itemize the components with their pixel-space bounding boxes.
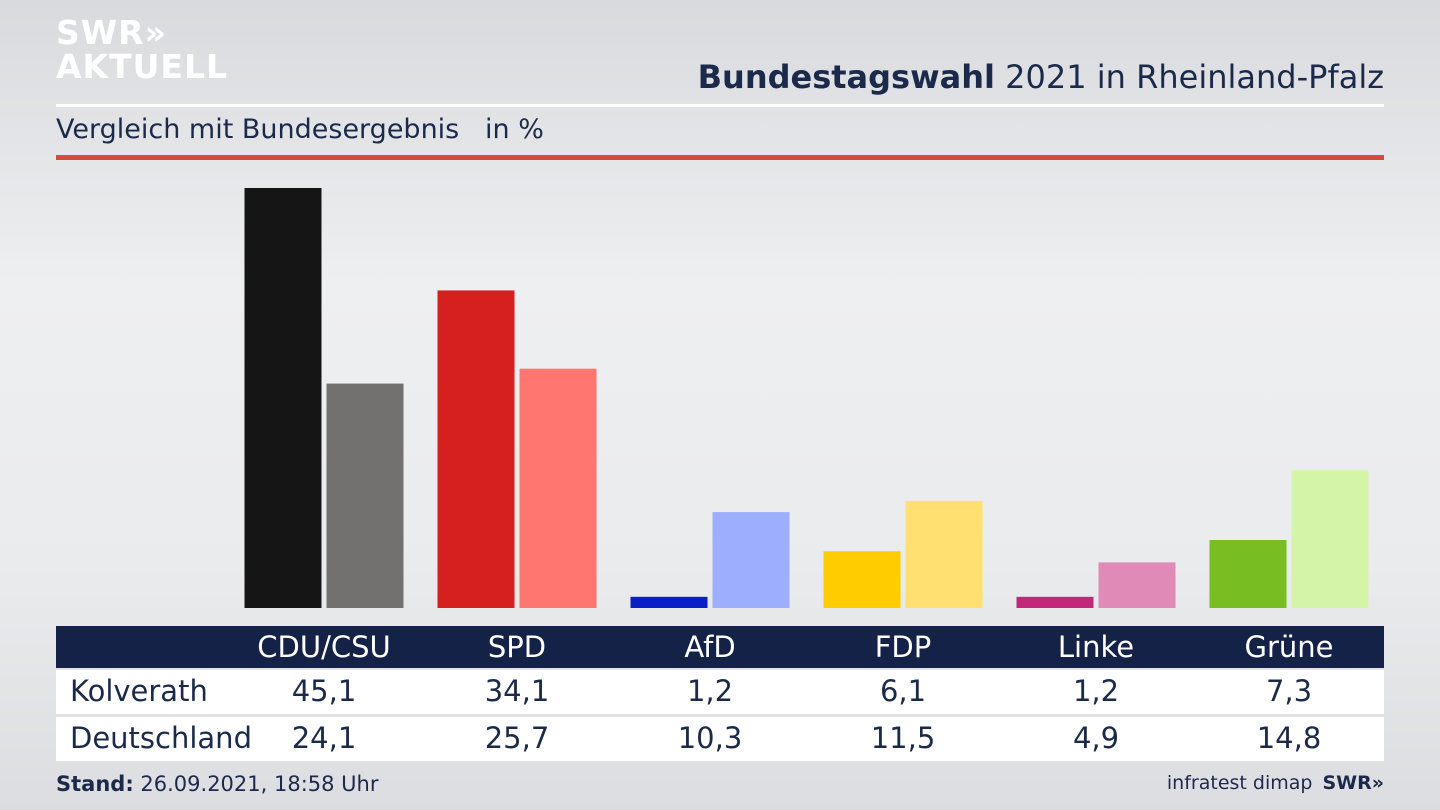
data-label: 1,2 [686,674,734,708]
data-label: 1,2 [1072,674,1120,708]
bar-cdu-csu-deutschland [326,383,404,608]
swr-footer-logo: SWR» [1322,772,1384,794]
data-label: 7,3 [1265,674,1313,708]
bar-grüne-kolverath [1209,540,1287,608]
bar-fdp-kolverath [823,551,901,608]
table-row: Deutschland 24,1 25,7 10,3 11,5 4,9 14,8 [56,717,1384,761]
data-label: 4,9 [1072,721,1120,755]
data-label: 45,1 [291,674,357,708]
page-title: Bundestagswahl 2021 in Rheinland-Pfalz [698,58,1384,96]
accent-divider [56,155,1384,160]
source-label: infratest dimap [1166,772,1313,794]
data-label: 14,8 [1256,721,1322,755]
bar-cdu-csu-kolverath [244,188,322,608]
bar-afd-deutschland [712,512,790,608]
bar-spd-deutschland [519,368,597,608]
column-header: Linke [1057,630,1135,664]
timestamp: Stand: 26.09.2021, 18:58 Uhr [56,772,379,796]
stand-label: Stand: [56,772,134,796]
bar-afd-kolverath [630,596,708,608]
row-label: Deutschland [70,721,252,755]
logo-line-2: AKTUELL [56,47,229,86]
data-label: 11,5 [870,721,936,755]
data-label: 6,1 [879,674,927,708]
bar-grüne-deutschland [1291,470,1369,608]
data-label: 34,1 [484,674,550,708]
data-label: 24,1 [291,721,357,755]
stand-value: 26.09.2021, 18:58 Uhr [133,772,379,796]
column-header: SPD [487,630,547,664]
column-header: Grüne [1244,630,1334,664]
chart-subtitle: Vergleich mit Bundesergebnis in % [56,114,544,145]
column-header: CDU/CSU [257,630,391,664]
logo-line-1: SWR» [56,13,167,52]
bar-fdp-deutschland [905,500,983,608]
bar-linke-deutschland [1098,562,1176,608]
title-bold: Bundestagswahl [697,58,995,96]
bar-spd-kolverath [437,290,515,608]
data-label: 10,3 [677,721,743,755]
swr-aktuell-logo: SWR» AKTUELL [56,16,228,84]
source-credit: infratest dimap SWR» [1167,772,1384,794]
title-divider [56,104,1384,107]
column-header: FDP [874,630,932,664]
column-header: AfD [684,630,736,664]
table-row: Kolverath 45,1 34,1 1,2 6,1 1,2 7,3 [56,670,1384,714]
bar-chart [244,188,1369,608]
bar-linke-kolverath [1016,596,1094,608]
row-label: Kolverath [70,674,208,708]
data-label: 25,7 [484,721,550,755]
table-header: CDU/CSU SPD AfD FDP Linke Grüne [56,626,1384,668]
title-rest: 2021 in Rheinland-Pfalz [995,58,1384,96]
